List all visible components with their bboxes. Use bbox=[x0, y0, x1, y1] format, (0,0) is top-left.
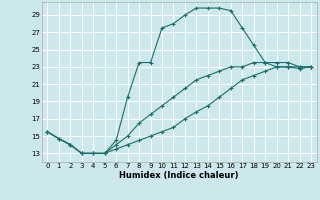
X-axis label: Humidex (Indice chaleur): Humidex (Indice chaleur) bbox=[119, 171, 239, 180]
